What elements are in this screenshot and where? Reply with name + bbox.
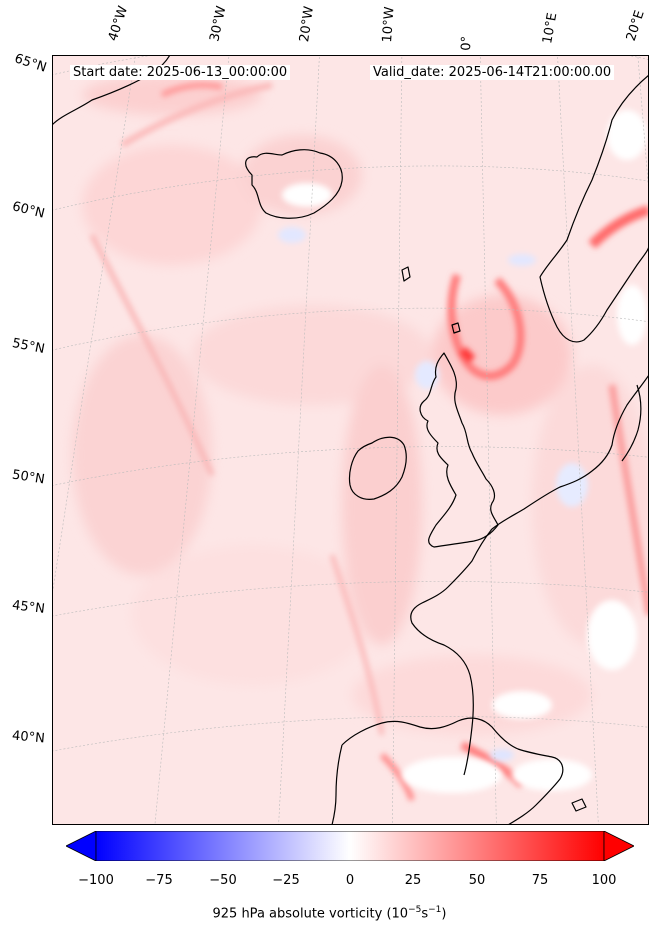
start-date-label: Start date: 2025-06-13_00:00:00 xyxy=(70,65,291,80)
coastlines xyxy=(52,55,649,825)
lon-label-10e: 10°E xyxy=(540,11,561,45)
iberia-west-coast xyxy=(331,744,343,825)
colorbar-tick-label: 0 xyxy=(345,873,355,888)
colorbar-label-exponent-2: −1 xyxy=(428,905,442,915)
map-border xyxy=(52,55,649,825)
lat-label-65n: 65°N xyxy=(12,51,49,76)
colorbar-tick-label: 25 xyxy=(404,873,422,888)
vorticity-strong-bands xyxy=(89,82,649,802)
vorticity-map: Start date: 2025-06-13_00:00:00 Valid_da… xyxy=(52,55,649,825)
lat-label-55n: 55°N xyxy=(10,336,46,357)
lat-label-45n: 45°N xyxy=(11,598,46,617)
shetland-coast xyxy=(401,266,411,282)
lon-label-20e: 20°E xyxy=(623,8,648,44)
colorbar-label-unit: s xyxy=(421,906,429,922)
orkney-coast xyxy=(451,322,461,334)
colorbar-label-exponent-1: −5 xyxy=(408,905,422,915)
iceland-coast xyxy=(245,149,343,219)
colorbar-high-extend xyxy=(603,831,634,861)
great-britain-coast xyxy=(419,352,499,548)
colorbar-label-end: ) xyxy=(441,906,447,922)
colorbar-bar xyxy=(95,831,605,861)
graticule xyxy=(52,55,649,825)
iberia-coast xyxy=(341,717,564,825)
norway-coast xyxy=(539,74,649,343)
colorbar-graphic xyxy=(66,831,634,861)
valid-date-label: Valid_date: 2025-06-14T21:00:00.00 xyxy=(370,65,615,80)
vorticity-zero-patches xyxy=(282,110,647,793)
balearic-coast xyxy=(571,798,587,812)
greenland-coast xyxy=(52,55,171,126)
colorbar-tick-label: −100 xyxy=(78,873,114,888)
colorbar-tick-label: −75 xyxy=(145,873,173,888)
colorbar-tick-label: 100 xyxy=(591,873,617,888)
colorbar-tick-label: 75 xyxy=(531,873,549,888)
colorbar xyxy=(66,831,634,861)
colorbar-low-extend xyxy=(66,831,97,861)
baltic-coast xyxy=(621,384,642,462)
lon-label-40w: 40°W xyxy=(105,4,132,43)
colorbar-tick-label: 50 xyxy=(468,873,486,888)
map-canvas xyxy=(52,55,649,825)
ireland-coast xyxy=(348,436,407,500)
lon-label-10w: 10°W xyxy=(380,6,398,43)
continent-coast xyxy=(410,374,649,776)
lon-label-20w: 20°W xyxy=(297,5,317,43)
lon-label-30w: 30°W xyxy=(207,4,230,43)
lat-label-60n: 60°N xyxy=(10,199,47,222)
colorbar-tick-label: −25 xyxy=(272,873,300,888)
lon-label-0: 0° xyxy=(459,35,475,51)
colorbar-label: 925 hPa absolute vorticity (10−5s−1) xyxy=(0,905,659,921)
lat-label-40n: 40°N xyxy=(11,728,46,747)
lat-label-50n: 50°N xyxy=(11,467,46,488)
colorbar-label-main: 925 hPa absolute vorticity (10 xyxy=(212,906,409,922)
colorbar-tick-label: −50 xyxy=(209,873,237,888)
